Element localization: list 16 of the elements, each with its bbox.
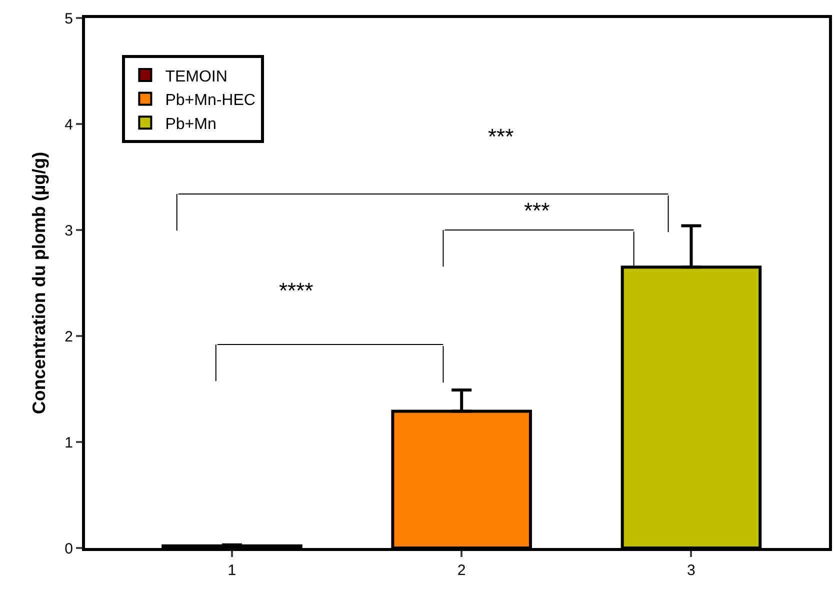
x-tick-label: 1 [228, 562, 236, 579]
legend-label: Pb+Mn [165, 116, 216, 133]
annotation: *** [488, 124, 514, 149]
legend-label: TEMOIN [165, 68, 228, 86]
y-tick-label: 5 [64, 10, 73, 28]
y-tick-label: 1 [64, 434, 73, 452]
legend-label: Pb+Mn-HEC [165, 92, 256, 110]
y-tick-label: 0 [64, 540, 73, 558]
annotation: *** [524, 198, 550, 223]
x-tick-label: 3 [687, 562, 696, 579]
y-tick-label: 3 [64, 222, 73, 240]
y-axis-title: Concentration du plomb (µg/g) [28, 152, 49, 414]
x-tick-label: 2 [457, 562, 466, 579]
y-tick-label: 2 [64, 328, 73, 346]
y-tick-label: 4 [64, 116, 73, 134]
annotation: **** [279, 278, 314, 303]
